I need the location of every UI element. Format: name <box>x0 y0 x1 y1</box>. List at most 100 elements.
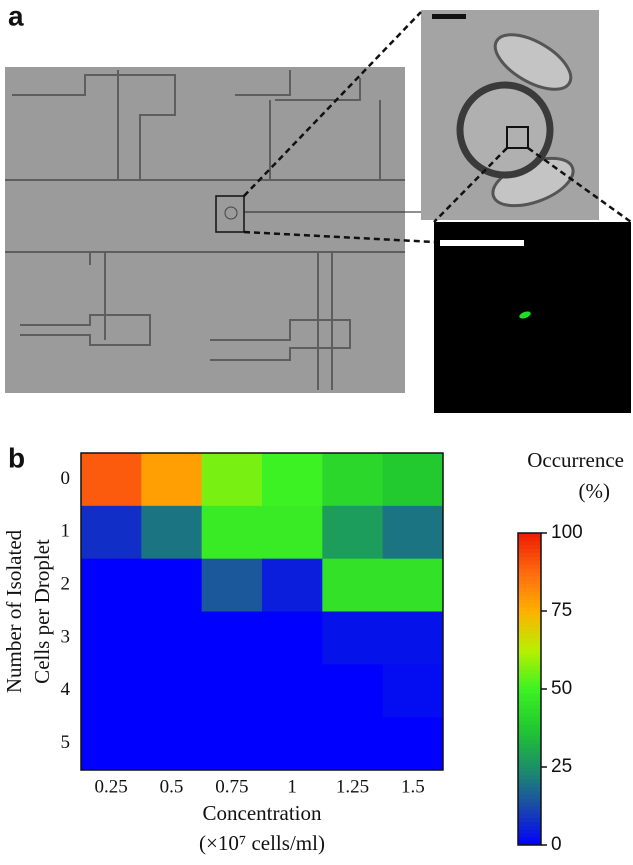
heatmap-cell <box>81 505 142 560</box>
y-tick-label: 3 <box>61 626 71 647</box>
colorbar-swatch <box>518 665 541 670</box>
colorbar-swatch <box>518 802 541 807</box>
colorbar-swatch <box>518 650 541 655</box>
x-tick-label: 0.75 <box>215 776 248 797</box>
colorbar-swatch <box>518 661 541 667</box>
heatmap-cell <box>201 505 263 560</box>
colorbar-swatch <box>518 743 541 748</box>
heatmap-cell <box>141 505 203 560</box>
colorbar-swatch <box>518 806 541 811</box>
heatmap-cell <box>382 611 444 665</box>
heatmap-cell <box>382 664 444 718</box>
colorbar-swatch <box>518 642 541 647</box>
x-tick-label: 1.5 <box>401 776 425 797</box>
colorbar-swatch <box>518 607 541 612</box>
colorbar-swatch <box>518 583 541 589</box>
microscope-image <box>5 67 405 393</box>
colorbar-swatch <box>518 739 541 745</box>
colorbar-tick-label: 100 <box>551 522 583 543</box>
zoom-box-small <box>506 126 529 149</box>
heatmap-cell <box>382 505 444 560</box>
colorbar-swatch <box>518 540 541 546</box>
colorbar-swatch <box>518 556 541 561</box>
colorbar-swatch <box>518 763 541 768</box>
colorbar-swatch <box>518 747 541 752</box>
heatmap-cell <box>81 453 142 507</box>
heatmap-cell <box>201 558 263 612</box>
heatmap-cell <box>141 453 203 507</box>
y-axis-title: Number of Isolated <box>2 529 26 693</box>
colorbar-swatch <box>518 638 541 643</box>
x-tick-label: 0.25 <box>95 776 128 797</box>
fluorescent-cell <box>519 311 531 319</box>
heatmap-cell <box>322 611 384 665</box>
heatmap-cell <box>81 664 142 718</box>
y-tick-label: 4 <box>61 679 71 700</box>
droplet <box>456 81 554 179</box>
heatmap-cell <box>382 558 444 612</box>
colorbar-swatch <box>518 595 541 600</box>
heatmap-cell <box>141 611 203 665</box>
colorbar-swatch <box>518 790 541 795</box>
colorbar-swatch <box>518 579 541 585</box>
colorbar-swatch <box>518 599 541 604</box>
colorbar-swatch <box>518 708 541 713</box>
colorbar-swatch <box>518 552 541 557</box>
scale-bar <box>440 240 524 246</box>
heatmap-cell <box>81 558 142 612</box>
colorbar-swatch <box>518 751 541 756</box>
panel-label: a <box>8 0 24 31</box>
heatmap-cell <box>201 717 263 771</box>
colorbar-swatch <box>518 712 541 717</box>
x-tick-label: 1 <box>287 776 297 797</box>
panel-a-images: a <box>5 0 632 413</box>
heatmap-cell <box>322 664 384 718</box>
colorbar-swatch <box>518 560 541 565</box>
colorbar-swatch <box>518 782 541 787</box>
colorbar-swatch <box>518 673 541 678</box>
y-tick-label: 5 <box>61 732 71 753</box>
heatmap-cell <box>322 558 384 612</box>
colorbar-swatch <box>518 603 541 608</box>
heatmap-cell <box>141 558 203 612</box>
colorbar-title: (%) <box>579 479 610 503</box>
heatmap-cell <box>201 611 263 665</box>
droplet-thumb <box>224 206 238 220</box>
heatmap-cell <box>262 664 323 718</box>
heatmap-cell <box>322 717 384 771</box>
colorbar-tick-label: 0 <box>551 834 562 855</box>
x-axis-title: Concentration <box>203 801 322 825</box>
colorbar-swatch <box>518 564 541 569</box>
colorbar-swatch <box>518 669 541 674</box>
x-tick-label: 0.5 <box>160 776 184 797</box>
heatmap-cell <box>382 717 444 771</box>
heatmap-cell <box>262 505 323 560</box>
zoom-lines <box>243 11 632 244</box>
colorbar-swatch <box>518 626 541 631</box>
colorbar-swatch <box>518 821 541 826</box>
colorbar-swatch <box>518 759 541 764</box>
heatmap-cell <box>382 453 444 507</box>
colorbar-swatch <box>518 700 541 706</box>
colorbar-swatch <box>518 817 541 823</box>
colorbar-swatch <box>518 731 541 737</box>
heatmap-cell <box>322 453 384 507</box>
x-tick-label: 1.25 <box>336 776 369 797</box>
colorbar-swatch <box>518 786 541 791</box>
colorbar-swatch <box>518 634 541 639</box>
colorbar-swatch <box>518 572 541 577</box>
colorbar-swatch <box>518 657 541 663</box>
colorbar-swatch <box>518 630 541 635</box>
y-axis-title: Cells per Droplet <box>30 539 54 684</box>
colorbar-swatch <box>518 813 541 819</box>
colorbar-swatch <box>518 587 541 592</box>
colorbar-swatch <box>518 685 541 690</box>
heatmap-cell <box>262 717 323 771</box>
panel-label: b <box>8 442 25 473</box>
colorbar-swatch <box>518 774 541 780</box>
colorbar-swatch <box>518 692 541 698</box>
colorbar-swatch <box>518 841 541 846</box>
colorbar-swatch <box>518 770 541 776</box>
heatmap-cell <box>201 453 263 507</box>
